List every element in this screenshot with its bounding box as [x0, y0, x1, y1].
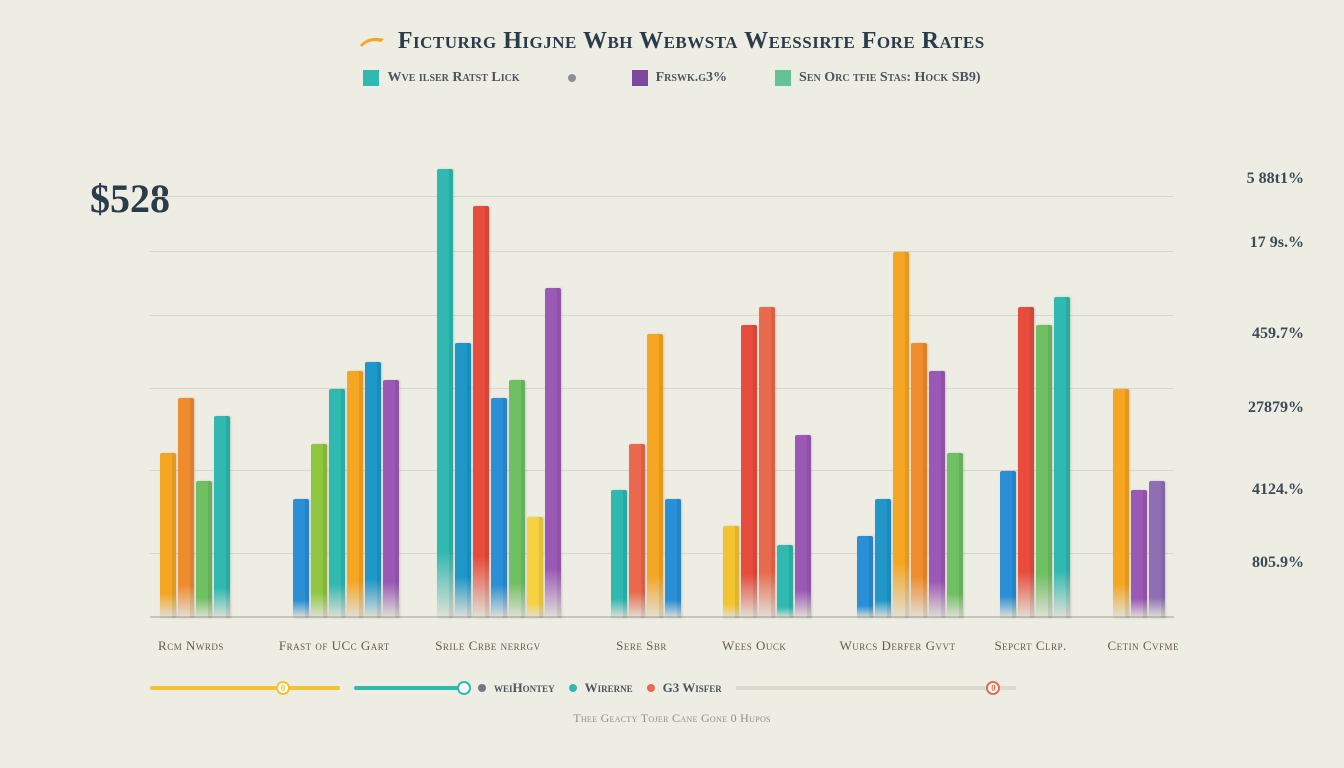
- legend-item: Wve ilser Ratst Lick: [363, 70, 519, 86]
- bar-group: [611, 160, 681, 618]
- x-tick-label: Wees Ouck: [722, 638, 786, 654]
- bar: [741, 325, 757, 618]
- y-tick-label: 27879%: [1248, 399, 1304, 417]
- chart-title-text: Ficturrg Higjne Wbh Webwsta Weessirte Fo…: [398, 28, 985, 54]
- bar: [311, 444, 327, 618]
- bar: [1149, 481, 1165, 618]
- bar: [509, 380, 525, 618]
- bar: [629, 444, 645, 618]
- slider-track: [354, 686, 464, 690]
- bar: [777, 545, 793, 618]
- bar: [1131, 490, 1147, 618]
- plot-area: [150, 160, 1174, 618]
- legend-item: [568, 70, 584, 86]
- bar-group: [857, 160, 963, 618]
- bar: [1054, 297, 1070, 618]
- legend-item: Wirerne: [569, 680, 633, 696]
- bar: [1113, 389, 1129, 618]
- chart-canvas: Ficturrg Higjne Wbh Webwsta Weessirte Fo…: [0, 0, 1344, 768]
- bar: [857, 536, 873, 618]
- bar-group: [437, 160, 561, 618]
- legend-item: Frswk.g3%: [632, 70, 727, 86]
- bar: [611, 490, 627, 618]
- legend-dot-icon: [647, 684, 655, 692]
- legend-swatch: [632, 70, 648, 86]
- bar: [214, 416, 230, 618]
- y-tick-label: 17 9s.%: [1250, 234, 1304, 252]
- bar: [455, 343, 471, 618]
- bar: [665, 499, 681, 618]
- y-tick-label: 5 88t1%: [1247, 170, 1304, 188]
- bar: [795, 435, 811, 618]
- slider-node-icon: 0: [986, 681, 1000, 695]
- bar: [759, 307, 775, 618]
- bar-group: [723, 160, 811, 618]
- bar-group: [1113, 160, 1165, 618]
- x-axis-labels: Rcm Nwrds Frast of UCc Gart Srile Crbe ner…: [150, 638, 1174, 658]
- x-tick-label: Rcm Nwrds: [158, 638, 224, 654]
- slider-track: 0: [150, 686, 340, 690]
- bar: [545, 288, 561, 618]
- chart-title: Ficturrg Higjne Wbh Webwsta Weessirte Fo…: [0, 28, 1344, 56]
- bar: [893, 252, 909, 618]
- bar: [1018, 307, 1034, 618]
- y-tick-label: 459.7%: [1252, 325, 1304, 343]
- legend-label: G3 Wisfer: [663, 680, 722, 696]
- y-tick-label: 805.9%: [1252, 554, 1304, 572]
- x-tick-label: Sere Sbr: [616, 638, 667, 654]
- bar: [1000, 471, 1016, 618]
- x-tick-label: Frast of UCc Gart: [279, 638, 390, 654]
- bar: [178, 398, 194, 618]
- bar: [196, 481, 212, 618]
- legend-dot-icon: [569, 684, 577, 692]
- x-tick-label: Sepcrt Clrp.: [994, 638, 1066, 654]
- legend-bottom: 0 weiHontey Wirerne G3 Wisfer 0: [150, 678, 1174, 698]
- legend-dot-icon: [568, 74, 576, 82]
- bar: [647, 334, 663, 618]
- bar: [437, 169, 453, 618]
- legend-item: Sen Orc tfie Stas: Hock SB9): [775, 70, 980, 86]
- legend-label: weiHontey: [494, 680, 555, 696]
- legend-top: Wve ilser Ratst Lick Frswk.g3% Sen Orc tfi…: [0, 70, 1344, 86]
- bar: [347, 371, 363, 618]
- bar: [527, 517, 543, 618]
- slider-node-icon: 0: [276, 681, 290, 695]
- x-tick-label: Cetin Cvfme: [1107, 638, 1179, 654]
- legend-label: Sen Orc tfie Stas: Hock SB9): [799, 70, 980, 86]
- legend-item: weiHontey: [478, 680, 555, 696]
- legend-label: Wve ilser Ratst Lick: [387, 70, 519, 86]
- bar: [1036, 325, 1052, 618]
- legend-swatch: [363, 70, 379, 86]
- bar: [947, 453, 963, 618]
- legend-label: Wirerne: [585, 680, 633, 696]
- bar: [875, 499, 891, 618]
- bar: [329, 389, 345, 618]
- bar: [293, 499, 309, 618]
- bar: [929, 371, 945, 618]
- bar: [911, 343, 927, 618]
- legend-item: G3 Wisfer: [647, 680, 722, 696]
- bar: [723, 526, 739, 618]
- legend-dot-icon: [478, 684, 486, 692]
- bar: [365, 362, 381, 618]
- legend-swatch: [775, 70, 791, 86]
- bar: [491, 398, 507, 618]
- legend-label: Frswk.g3%: [656, 70, 727, 86]
- chart-caption: Thee Geacty Tojer Cane Gone 0 Hupos: [0, 711, 1344, 726]
- slider-track: 0: [736, 686, 1016, 690]
- bar: [473, 206, 489, 618]
- bar: [160, 453, 176, 618]
- y-tick-label: 4124.%: [1252, 481, 1304, 499]
- swoosh-icon: [359, 29, 385, 56]
- bar-group: [1000, 160, 1070, 618]
- x-tick-label: Srile Crbe nerrgv: [435, 638, 540, 654]
- x-tick-label: Wurcs Derfer Gvvt: [839, 638, 955, 654]
- slider-node-icon: [457, 681, 471, 695]
- bar: [383, 380, 399, 618]
- bar-group: [160, 160, 230, 618]
- bar-group: [293, 160, 399, 618]
